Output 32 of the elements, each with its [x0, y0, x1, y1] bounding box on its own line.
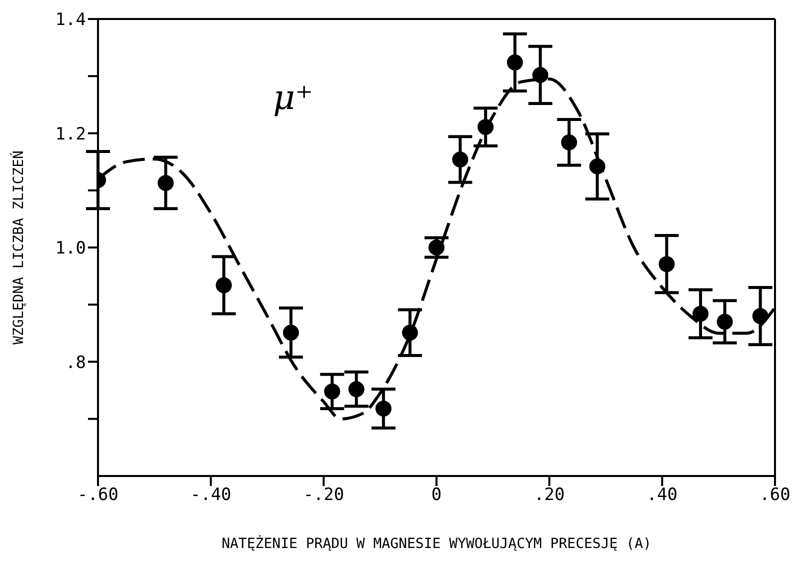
point — [282, 324, 299, 341]
point — [158, 174, 174, 191]
y-tick-label: .8 — [66, 352, 86, 373]
point — [716, 314, 733, 330]
x-tick-label: 0 — [431, 485, 442, 506]
point — [589, 158, 606, 174]
x-axis-title: NATĘŻENIE PRĄDU W MAGNESIE WYWOŁUJĄCYM PRECESJĘ (A) — [222, 535, 652, 552]
y-tick-label: 1.2 — [55, 124, 86, 144]
point — [561, 134, 578, 150]
x-tick-label: -.20 — [303, 485, 344, 506]
point — [452, 152, 468, 168]
x-tick-label: -.40 — [190, 485, 232, 506]
y-tick-label: 1.0 — [55, 238, 86, 259]
y-axis-title: WZGLĘDNA LICZBA ZLICZEŃ — [10, 150, 27, 344]
point — [658, 256, 675, 272]
x-tick-label: -.60 — [78, 485, 118, 506]
x-tick-label: .60 — [760, 485, 790, 506]
point — [506, 54, 523, 70]
point — [216, 277, 232, 294]
point — [428, 240, 444, 256]
point — [375, 400, 392, 417]
point — [402, 324, 418, 341]
point — [324, 383, 340, 400]
annotation: μ⁺ — [273, 78, 314, 118]
x-tick-label: .20 — [534, 485, 565, 506]
point — [532, 66, 548, 83]
point — [692, 306, 709, 322]
point — [478, 118, 494, 135]
y-tick-label: 1.4 — [55, 10, 86, 30]
x-tick-label: .40 — [646, 485, 678, 506]
point — [348, 381, 364, 398]
point — [752, 308, 768, 324]
